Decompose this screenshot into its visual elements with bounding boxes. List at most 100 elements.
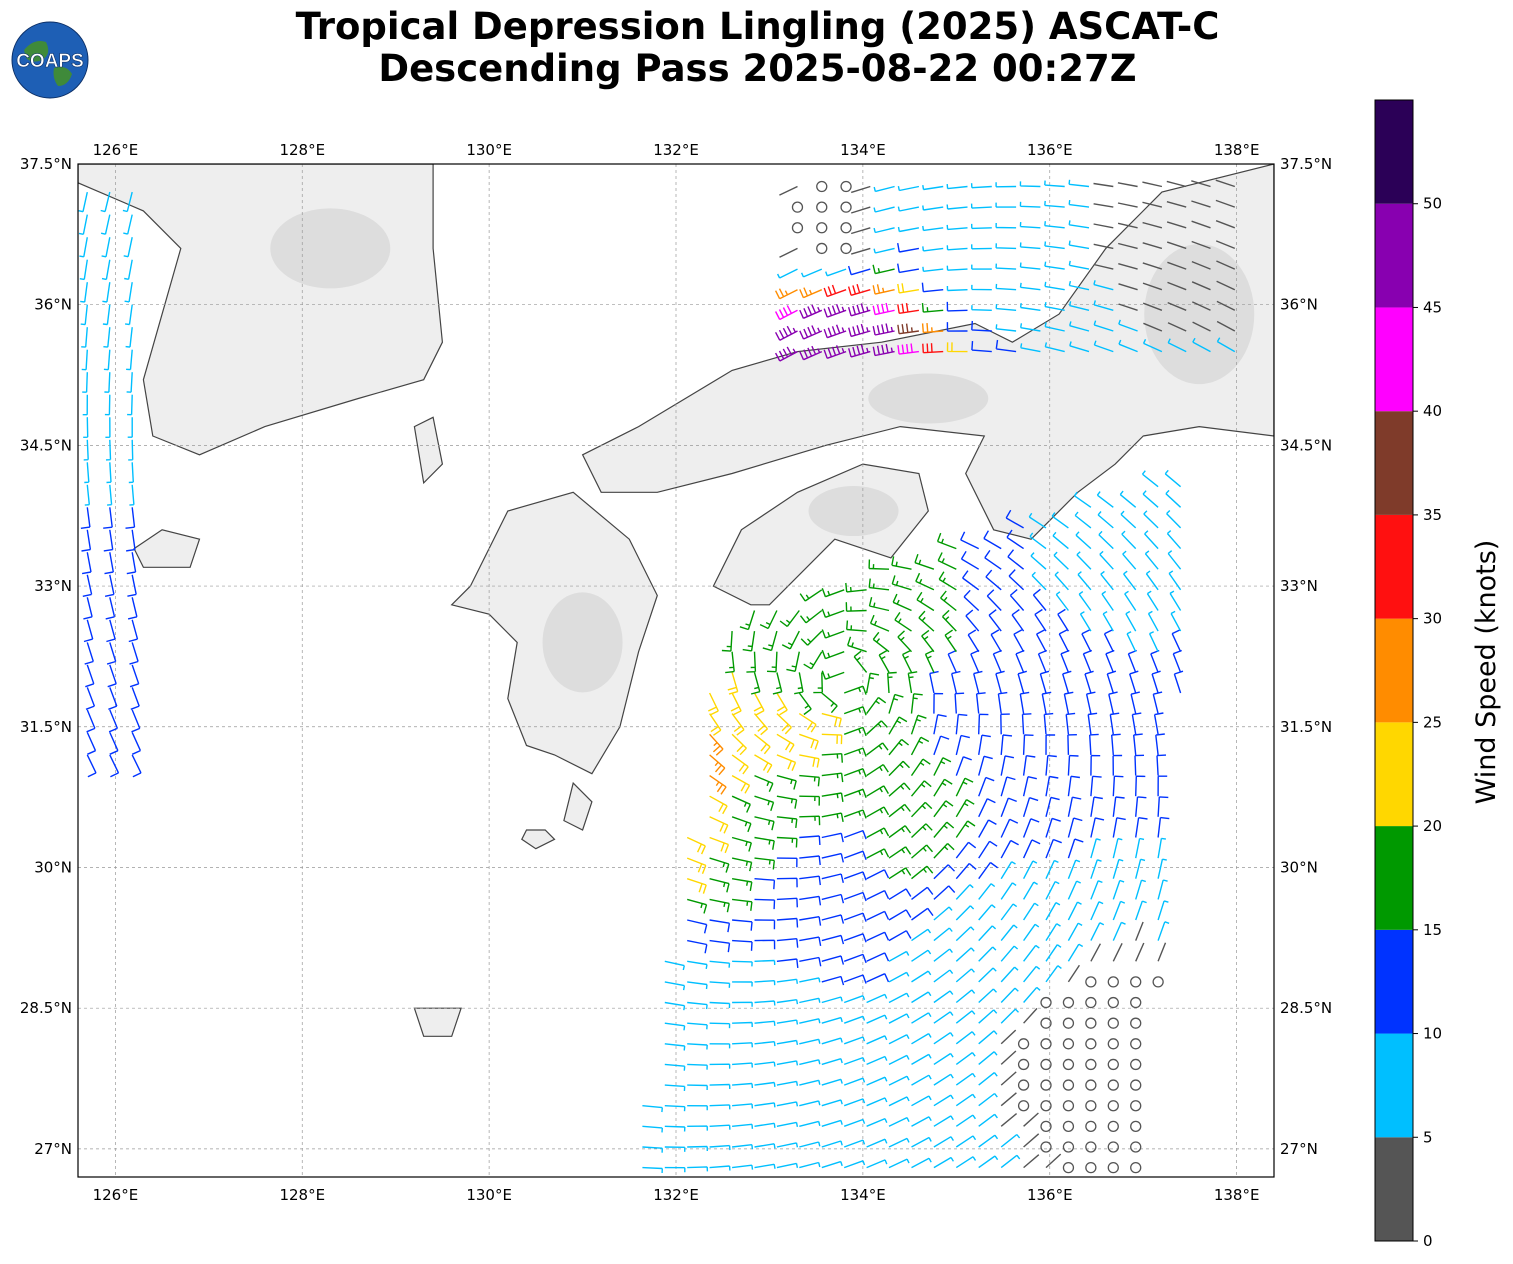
- lat-tick-label-right: 31.5°N: [1280, 718, 1332, 736]
- wind-barb: [866, 1117, 888, 1127]
- wind-barb: [739, 610, 756, 631]
- wind-barb: [1117, 222, 1138, 229]
- wind-barb: [955, 713, 968, 735]
- wind-barb: [1005, 509, 1024, 529]
- wind-barb: [776, 857, 798, 868]
- wind-barb: [80, 304, 88, 326]
- wind-barb: [973, 670, 983, 694]
- wind-barb: [1099, 550, 1114, 570]
- wind-barb: [799, 304, 823, 319]
- wind-barb: [825, 268, 847, 277]
- wind-barb: [1157, 796, 1169, 817]
- wind-barb: [129, 642, 139, 665]
- wind-barb: [1000, 882, 1017, 900]
- colorbar-tick-label: 50: [1423, 195, 1442, 213]
- wind-barb: [933, 1052, 954, 1065]
- wind-barb: [868, 597, 890, 612]
- calm-wind-marker: [1107, 1017, 1119, 1029]
- wind-barb: [1044, 221, 1065, 229]
- wind-barb: [126, 349, 133, 371]
- wind-barb: [873, 206, 895, 213]
- wind-barb: [766, 651, 778, 673]
- wind-barb: [821, 1160, 843, 1169]
- wind-barb: [707, 692, 719, 716]
- wind-barb: [821, 1058, 843, 1066]
- terrain-shade: [270, 208, 391, 289]
- wind-barb: [872, 631, 890, 653]
- wind-barb: [803, 651, 823, 670]
- wind-barb: [866, 827, 890, 839]
- wind-barb: [1093, 182, 1114, 188]
- wind-barb: [1067, 943, 1084, 962]
- wind-barb: [1062, 670, 1072, 694]
- wind-barb: [971, 284, 992, 291]
- wind-barb: [106, 462, 112, 484]
- wind-barb: [1142, 201, 1163, 208]
- wind-barb: [1000, 1092, 1017, 1107]
- wind-barb: [1166, 180, 1187, 188]
- wind-barb: [978, 988, 998, 1004]
- land-kyushu: [450, 491, 658, 775]
- colorbar-tick-label: 20: [1423, 817, 1442, 835]
- wind-barb: [731, 836, 752, 852]
- wind-barb: [799, 325, 823, 340]
- wind-barb: [105, 439, 112, 461]
- wind-barb: [911, 823, 933, 839]
- wind-barb: [1090, 880, 1103, 900]
- axis-ticks: 126°E 126°E 128°E 128°E 130°E 130°E 132°E 132°E…: [20, 141, 1332, 1204]
- wind-barb: [1067, 838, 1084, 859]
- calm-wind-marker: [1040, 996, 1052, 1009]
- wind-barb: [709, 816, 729, 834]
- wind-barb: [664, 1105, 686, 1112]
- wind-barb: [84, 642, 94, 665]
- lat-tick-label-left: 34.5°N: [20, 436, 72, 454]
- wind-barb: [821, 852, 844, 863]
- wind-barb: [1067, 734, 1077, 755]
- wind-barb: [81, 327, 88, 348]
- colorbar-tick-label: 35: [1423, 506, 1442, 524]
- calm-wind-marker: [1040, 1120, 1052, 1132]
- wind-barb: [754, 1020, 776, 1026]
- wind-barb: [776, 1142, 799, 1148]
- calm-wind-marker: [1130, 1161, 1142, 1174]
- wind-barb: [664, 1063, 686, 1071]
- wind-barb: [85, 664, 95, 688]
- wind-barb: [727, 672, 739, 695]
- wind-barb: [1000, 1113, 1018, 1127]
- calm-wind-marker: [1062, 1141, 1075, 1153]
- wind-barb: [933, 990, 954, 1004]
- wind-barb: [664, 1084, 686, 1091]
- calm-wind-marker: [791, 201, 804, 213]
- wind-barb: [754, 733, 771, 755]
- wind-barb: [1142, 262, 1163, 270]
- wind-barb: [821, 649, 845, 660]
- wind-barb: [891, 575, 912, 591]
- wind-barb: [847, 265, 871, 276]
- wind-barb: [799, 345, 823, 361]
- wind-barb: [1167, 322, 1187, 332]
- wind-barb: [1019, 282, 1041, 291]
- wind-barb: [126, 552, 137, 575]
- wind-barb: [910, 780, 932, 797]
- wind-barb: [799, 1018, 821, 1024]
- wind-barb: [995, 182, 1017, 188]
- wind-barb: [104, 372, 111, 393]
- wind-barb: [843, 1098, 866, 1107]
- wind-barb: [1135, 775, 1146, 797]
- wind-barb: [910, 801, 933, 818]
- calm-wind-marker: [1130, 1100, 1142, 1112]
- wind-barb: [1216, 320, 1236, 332]
- wind-barb: [1108, 691, 1118, 714]
- calm-wind-marker: [1107, 1058, 1119, 1071]
- wind-barb: [1029, 532, 1047, 550]
- wind-barb: [1007, 549, 1025, 570]
- wind-barb: [1090, 838, 1101, 859]
- wind-barb: [823, 345, 847, 359]
- wind-barb: [779, 185, 798, 196]
- wind-barb: [127, 394, 133, 416]
- wind-barb: [1131, 712, 1142, 735]
- wind-barb: [1045, 944, 1062, 962]
- wind-barb: [1118, 303, 1138, 311]
- wind-barb: [1022, 860, 1038, 880]
- wind-barb: [1045, 775, 1059, 797]
